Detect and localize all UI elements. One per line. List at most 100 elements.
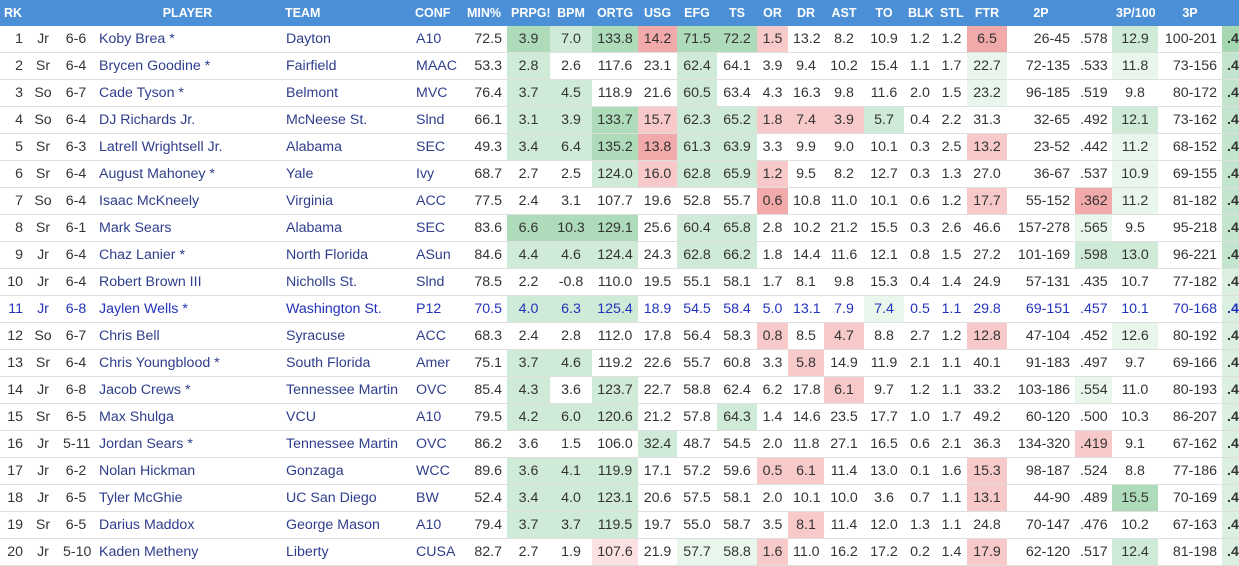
player-link[interactable]: Chris Youngblood * bbox=[94, 350, 281, 377]
conf-link[interactable]: OVC bbox=[411, 431, 461, 458]
team-link[interactable]: McNeese St. bbox=[281, 107, 411, 134]
dr-cell: 8.1 bbox=[788, 512, 824, 539]
usg-cell: 22.6 bbox=[638, 350, 677, 377]
col-or[interactable]: OR bbox=[757, 0, 788, 26]
to-cell: 8.8 bbox=[864, 323, 904, 350]
conf-link[interactable]: A10 bbox=[411, 512, 461, 539]
conf-link[interactable]: ASun bbox=[411, 242, 461, 269]
player-link[interactable]: Robert Brown III bbox=[94, 269, 281, 296]
col-ts[interactable]: TS bbox=[717, 0, 757, 26]
player-link[interactable]: Kaden Metheny bbox=[94, 539, 281, 566]
conf-link[interactable]: Amer bbox=[411, 350, 461, 377]
player-link[interactable]: Tyler McGhie bbox=[94, 485, 281, 512]
team-link[interactable]: South Florida bbox=[281, 350, 411, 377]
team-link[interactable]: North Florida bbox=[281, 242, 411, 269]
team-link[interactable]: George Mason bbox=[281, 512, 411, 539]
player-link[interactable]: Isaac McKneely bbox=[94, 188, 281, 215]
dr-cell: 10.8 bbox=[788, 188, 824, 215]
player-link[interactable]: Latrell Wrightsell Jr. bbox=[94, 134, 281, 161]
conf-link[interactable]: MAAC bbox=[411, 53, 461, 80]
2p-pct-cell: .537 bbox=[1075, 161, 1112, 188]
col-prpg[interactable]: PRPG! bbox=[507, 0, 550, 26]
player-link[interactable]: Jacob Crews * bbox=[94, 377, 281, 404]
team-link[interactable]: Virginia bbox=[281, 188, 411, 215]
conf-link[interactable]: A10 bbox=[411, 404, 461, 431]
conf-link[interactable]: Ivy bbox=[411, 161, 461, 188]
team-link[interactable]: Alabama bbox=[281, 215, 411, 242]
col-bpm[interactable]: BPM bbox=[550, 0, 592, 26]
conf-link[interactable]: ACC bbox=[411, 188, 461, 215]
conf-link[interactable]: A10 bbox=[411, 26, 461, 53]
conf-link[interactable]: BW bbox=[411, 485, 461, 512]
team-link[interactable]: Alabama bbox=[281, 134, 411, 161]
col-ast[interactable]: AST bbox=[824, 0, 864, 26]
player-link[interactable]: Cade Tyson * bbox=[94, 80, 281, 107]
col-stl[interactable]: STL bbox=[936, 0, 967, 26]
col-3p[interactable]: 3P bbox=[1158, 0, 1222, 26]
bpm-cell: 4.6 bbox=[550, 350, 592, 377]
col-3p-pct bbox=[1222, 0, 1239, 26]
col-team[interactable]: TEAM bbox=[281, 0, 411, 26]
team-link[interactable]: Liberty bbox=[281, 539, 411, 566]
col-min[interactable]: MIN% bbox=[461, 0, 507, 26]
team-link[interactable]: UC San Diego bbox=[281, 485, 411, 512]
team-link[interactable]: VCU bbox=[281, 404, 411, 431]
team-link[interactable]: Tennessee Martin bbox=[281, 431, 411, 458]
player-link[interactable]: DJ Richards Jr. bbox=[94, 107, 281, 134]
col-efg[interactable]: EFG bbox=[677, 0, 717, 26]
table-row: 7 So 6-4 Isaac McKneely Virginia ACC 77.5 2.4 3.… bbox=[0, 188, 1239, 215]
conf-link[interactable]: Slnd bbox=[411, 269, 461, 296]
player-link[interactable]: Nolan Hickman bbox=[94, 458, 281, 485]
col-usg[interactable]: USG bbox=[638, 0, 677, 26]
3p-per-100-cell: 9.1 bbox=[1112, 431, 1158, 458]
team-link[interactable]: Belmont bbox=[281, 80, 411, 107]
conf-link[interactable]: P12 bbox=[411, 296, 461, 323]
team-link[interactable]: Yale bbox=[281, 161, 411, 188]
col-player[interactable]: PLAYER bbox=[94, 0, 281, 26]
player-link[interactable]: Max Shulga bbox=[94, 404, 281, 431]
player-link[interactable]: Koby Brea * bbox=[94, 26, 281, 53]
team-link[interactable]: Tennessee Martin bbox=[281, 377, 411, 404]
player-link[interactable]: Jordan Sears * bbox=[94, 431, 281, 458]
player-link[interactable]: Mark Sears bbox=[94, 215, 281, 242]
ortg-cell: 124.4 bbox=[592, 242, 638, 269]
conf-link[interactable]: SEC bbox=[411, 134, 461, 161]
team-link[interactable]: Gonzaga bbox=[281, 458, 411, 485]
efg-cell: 57.7 bbox=[677, 539, 717, 566]
conf-link[interactable]: Slnd bbox=[411, 107, 461, 134]
3p-cell: 68-152 bbox=[1158, 134, 1222, 161]
conf-link[interactable]: MVC bbox=[411, 80, 461, 107]
prpg-cell: 3.7 bbox=[507, 80, 550, 107]
col-3p-per-100[interactable]: 3P/100 bbox=[1112, 0, 1158, 26]
col-2p[interactable]: 2P bbox=[1007, 0, 1075, 26]
col-to[interactable]: TO bbox=[864, 0, 904, 26]
conf-link[interactable]: OVC bbox=[411, 377, 461, 404]
col-ortg[interactable]: ORTG bbox=[592, 0, 638, 26]
team-link[interactable]: Nicholls St. bbox=[281, 269, 411, 296]
conf-link[interactable]: ACC bbox=[411, 323, 461, 350]
col-blk[interactable]: BLK bbox=[904, 0, 936, 26]
team-link[interactable]: Washington St. bbox=[281, 296, 411, 323]
player-link[interactable]: Darius Maddox bbox=[94, 512, 281, 539]
player-link[interactable]: Chris Bell bbox=[94, 323, 281, 350]
player-link[interactable]: Chaz Lanier * bbox=[94, 242, 281, 269]
col-dr[interactable]: DR bbox=[788, 0, 824, 26]
conf-link[interactable]: CUSA bbox=[411, 539, 461, 566]
conf-link[interactable]: SEC bbox=[411, 215, 461, 242]
team-link[interactable]: Syracuse bbox=[281, 323, 411, 350]
min-cell: 86.2 bbox=[461, 431, 507, 458]
col-ftr[interactable]: FTR bbox=[967, 0, 1007, 26]
usg-cell: 25.6 bbox=[638, 215, 677, 242]
col-conf[interactable]: CONF bbox=[411, 0, 461, 26]
team-link[interactable]: Dayton bbox=[281, 26, 411, 53]
player-link[interactable]: Brycen Goodine * bbox=[94, 53, 281, 80]
team-link[interactable]: Fairfield bbox=[281, 53, 411, 80]
player-link[interactable]: August Mahoney * bbox=[94, 161, 281, 188]
player-link[interactable]: Jaylen Wells * bbox=[94, 296, 281, 323]
col-rk[interactable]: RK bbox=[0, 0, 28, 26]
efg-cell: 62.3 bbox=[677, 107, 717, 134]
conf-link[interactable]: WCC bbox=[411, 458, 461, 485]
2p-cell: 60-120 bbox=[1007, 404, 1075, 431]
3p-cell: 69-166 bbox=[1158, 350, 1222, 377]
ortg-cell: 119.5 bbox=[592, 512, 638, 539]
